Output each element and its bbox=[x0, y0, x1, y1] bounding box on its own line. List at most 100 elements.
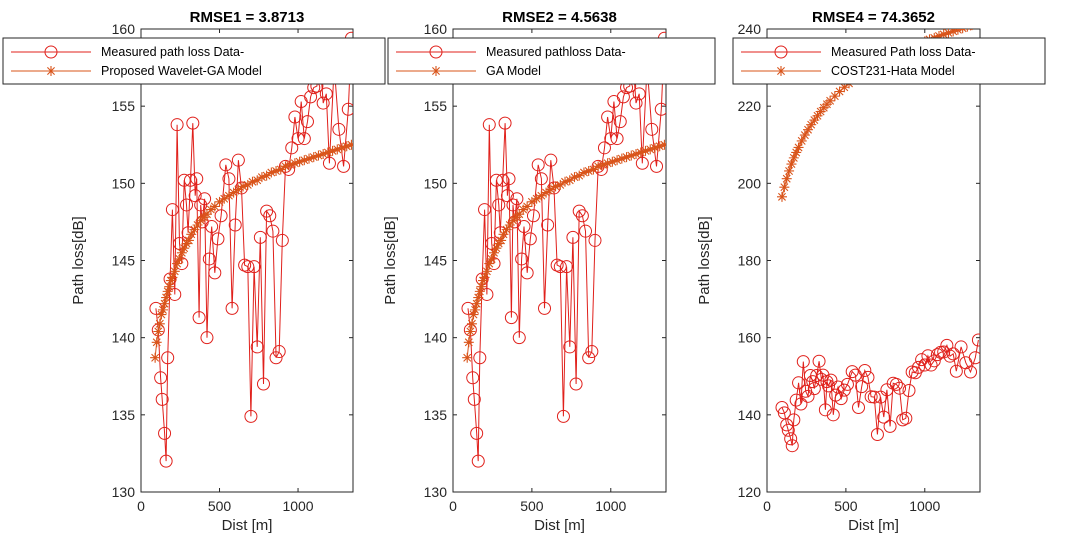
y-tick-label: 160 bbox=[738, 330, 762, 346]
model-point bbox=[583, 165, 594, 176]
measured-point bbox=[520, 266, 534, 280]
measured-series-line bbox=[155, 38, 352, 462]
measured-point bbox=[918, 358, 932, 372]
model-point bbox=[174, 253, 185, 264]
measured-point bbox=[192, 311, 206, 325]
model-point bbox=[161, 292, 172, 303]
x-tick-label: 0 bbox=[449, 498, 457, 514]
subplot-title: RMSE1 = 3.8713 bbox=[190, 9, 305, 26]
measured-point bbox=[861, 370, 875, 384]
measured-point bbox=[288, 110, 302, 124]
model-point bbox=[228, 187, 239, 198]
legend-entry-measured: Measured Path loss Data- bbox=[831, 45, 976, 59]
model-point bbox=[164, 281, 175, 292]
x-axis-label: Dist [m] bbox=[222, 517, 273, 534]
model-point bbox=[223, 190, 234, 201]
measured-point bbox=[818, 403, 832, 417]
model-point bbox=[186, 229, 197, 240]
measured-point bbox=[597, 141, 611, 155]
data-layer bbox=[461, 31, 666, 468]
plot-area: 130 135 140 145 150 155 160 0 500 1000 bbox=[424, 21, 667, 514]
model-point bbox=[476, 281, 487, 292]
measured-point bbox=[572, 204, 586, 218]
model-point bbox=[346, 139, 353, 150]
model-point bbox=[179, 243, 190, 254]
model-point bbox=[555, 179, 566, 190]
measured-point bbox=[337, 159, 351, 173]
model-point bbox=[468, 309, 479, 320]
y-tick-label: 130 bbox=[112, 484, 136, 500]
measured-point bbox=[510, 192, 524, 206]
measured-point bbox=[466, 371, 480, 385]
measured-point bbox=[845, 365, 859, 379]
y-axis-label: Path loss[dB] bbox=[382, 216, 399, 304]
measured-point bbox=[775, 401, 789, 415]
model-point bbox=[564, 175, 575, 186]
subplot-rmse2: 130 135 140 145 150 155 160 0 500 1000 RMSE2 = 4.… bbox=[382, 9, 716, 534]
x-tick-label: 0 bbox=[137, 498, 145, 514]
measured-point bbox=[613, 115, 627, 129]
measured-point bbox=[253, 230, 267, 244]
measured-point bbox=[867, 390, 881, 404]
model-point bbox=[635, 147, 646, 158]
model-point bbox=[531, 193, 542, 204]
measured-point bbox=[190, 172, 204, 186]
measured-point bbox=[498, 116, 512, 130]
x-tick-label: 500 bbox=[208, 498, 232, 514]
measured-point bbox=[161, 351, 175, 365]
x-tick-label: 0 bbox=[763, 498, 771, 514]
y-axis-label: Path loss[dB] bbox=[696, 216, 713, 304]
measured-point bbox=[616, 90, 630, 104]
y-tick-label: 180 bbox=[738, 253, 762, 269]
legend-entry-model: COST231-Hata Model bbox=[831, 64, 955, 78]
model-point bbox=[471, 298, 482, 309]
measured-point bbox=[517, 220, 531, 234]
measured-point bbox=[492, 198, 506, 212]
measured-point bbox=[506, 198, 520, 212]
measured-point bbox=[200, 331, 214, 345]
legend-star-marker bbox=[431, 66, 441, 76]
model-point bbox=[322, 147, 333, 158]
measured-point bbox=[852, 401, 866, 415]
model-point bbox=[607, 156, 618, 167]
measured-point bbox=[787, 413, 801, 427]
model-point bbox=[477, 275, 488, 286]
measured-point bbox=[266, 224, 280, 238]
model-point bbox=[318, 149, 329, 160]
measured-point bbox=[531, 158, 545, 172]
model-point bbox=[779, 182, 790, 193]
measured-point bbox=[316, 96, 330, 110]
model-point bbox=[261, 170, 272, 181]
measured-point bbox=[896, 413, 910, 427]
model-point bbox=[522, 201, 533, 212]
measured-point bbox=[588, 233, 602, 247]
model-point bbox=[791, 147, 802, 158]
legend-box bbox=[2, 37, 386, 85]
model-point bbox=[154, 318, 165, 329]
y-tick-label: 220 bbox=[738, 98, 762, 114]
measured-point bbox=[937, 345, 951, 359]
y-tick-label: 120 bbox=[738, 484, 762, 500]
model-point bbox=[550, 181, 561, 192]
measured-point bbox=[247, 260, 261, 274]
measured-point bbox=[946, 347, 960, 361]
measured-point bbox=[341, 102, 353, 116]
measured-point bbox=[924, 358, 938, 372]
legend-box bbox=[387, 37, 716, 85]
measured-point bbox=[523, 232, 537, 246]
measured-point bbox=[893, 381, 907, 395]
subplot-rmse1: 130 135 140 145 150 155 160 0 500 1000 RMSE1 = 3.… bbox=[2, 9, 386, 534]
measured-point bbox=[556, 409, 570, 423]
measured-point bbox=[489, 173, 503, 187]
y-axis-label: Path loss[dB] bbox=[70, 216, 87, 304]
measured-point bbox=[971, 333, 980, 347]
model-point bbox=[518, 204, 529, 215]
y-tick-label: 155 bbox=[424, 98, 448, 114]
measured-point bbox=[194, 198, 208, 212]
measured-point bbox=[304, 90, 318, 104]
y-tick-label: 145 bbox=[424, 253, 448, 269]
model-point bbox=[313, 150, 324, 161]
measured-point bbox=[473, 351, 487, 365]
measured-point bbox=[228, 218, 242, 232]
measured-point bbox=[601, 110, 615, 124]
